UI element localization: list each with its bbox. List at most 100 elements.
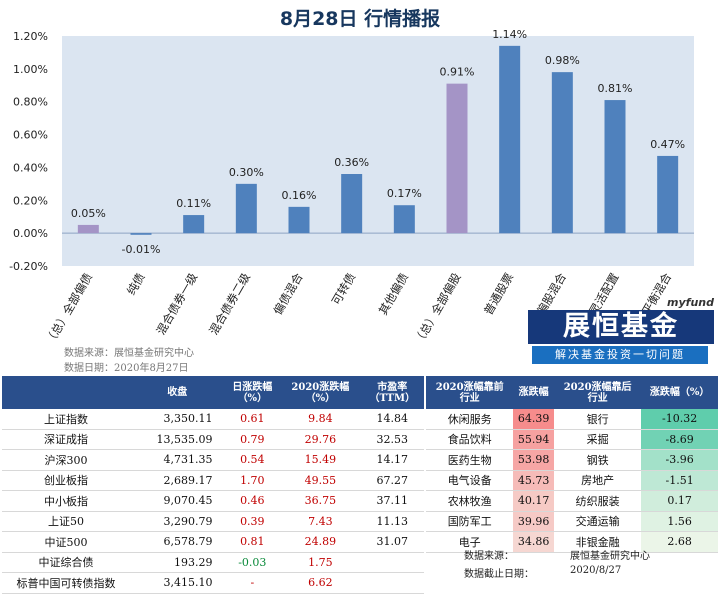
index-header-2: 日涨跌幅 （%）: [224, 376, 281, 409]
industry-cell-bottom_val: 2.68: [641, 531, 718, 553]
bar: [446, 83, 468, 234]
index-table: 收盘 日涨跌幅 （%） 2020涨跌幅 （%） 市盈率 （TTM） 上证指数 3,350…: [2, 376, 424, 594]
index-row: 中证500 6,578.79 0.81 24.89 31.07: [2, 531, 424, 553]
industry-cell-top_val: 53.98: [513, 449, 554, 471]
bar: [183, 215, 205, 234]
y-tick-label: 1.00%: [13, 63, 48, 76]
industry-cell-bottom: 纺织服装: [553, 490, 642, 512]
index-cell-day: 0.79: [224, 429, 281, 450]
industry-cell-top_val: 34.86: [513, 531, 554, 553]
data-label: 0.91%: [440, 66, 475, 79]
data-label: 0.11%: [176, 197, 211, 210]
logo-slogan: 解决基金投资一切问题: [532, 346, 708, 364]
data-label: -0.01%: [122, 243, 161, 256]
chart-source-note: 数据来源：展恒基金研究中心: [64, 348, 194, 359]
index-cell-day: 1.70: [224, 470, 281, 491]
index-cell-pe: [360, 552, 424, 573]
data-label: 1.14%: [492, 28, 527, 41]
bar-chart: -0.20% 0.00% 0.20% 0.40% 0.60% 0.80% 1.00% 1.20…: [9, 28, 694, 348]
industry-source-value: 展恒基金研究中心: [570, 551, 650, 562]
industry-cell-top_val: 64.39: [513, 409, 554, 430]
industry-cell-top: 农林牧渔: [426, 490, 514, 512]
index-cell-pe: 11.13: [360, 511, 424, 532]
index-cell-name: 深证成指: [2, 429, 130, 450]
x-tick-label: 普通股票: [481, 271, 516, 318]
logo-myfund-text: myfund: [667, 296, 714, 309]
index-cell-day: 0.81: [224, 531, 281, 553]
industry-row: 电气设备 45.73 房地产 -1.51: [426, 470, 718, 491]
bar: [288, 206, 310, 234]
industry-header-2: 2020涨幅靠后 行业: [553, 376, 642, 409]
index-cell-day: -: [224, 572, 281, 594]
y-tick-label: 0.00%: [13, 227, 48, 240]
industry-date-label: 数据截止日期：: [464, 569, 534, 580]
industry-cell-top: 医药生物: [426, 449, 514, 471]
index-row: 标普中国可转债指数 3,415.10-6.62: [2, 572, 424, 594]
industry-cell-top: 食品饮料: [426, 429, 514, 450]
industry-cell-bottom_val: -8.69: [641, 429, 718, 450]
index-cell-ytd: 9.84: [280, 409, 361, 430]
index-cell-close: 13,535.09: [130, 429, 225, 450]
index-cell-pe: 31.07: [360, 531, 424, 553]
index-cell-pe: 32.53: [360, 429, 424, 450]
industry-cell-top_val: 45.73: [513, 470, 554, 491]
index-cell-close: 4,731.35: [130, 449, 225, 471]
data-label: 0.30%: [229, 166, 264, 179]
industry-header-1: 涨跌幅: [513, 376, 554, 409]
data-label: 0.17%: [387, 187, 422, 200]
index-cell-ytd: 7.43: [280, 511, 361, 532]
index-cell-pe: 67.27: [360, 470, 424, 491]
data-label: 0.05%: [71, 207, 106, 220]
industry-row: 农林牧渔 40.17 纺织服装 0.17: [426, 490, 718, 512]
index-row: 中小板指 9,070.45 0.46 36.75 37.11: [2, 490, 424, 512]
bar: [235, 183, 257, 234]
index-header-4: 市盈率 （TTM）: [360, 376, 424, 409]
index-cell-pe: 14.84: [360, 409, 424, 430]
industry-cell-top: 国防军工: [426, 511, 514, 532]
index-cell-ytd: 29.76: [280, 429, 361, 450]
industry-cell-bottom: 交通运输: [553, 511, 642, 532]
industry-cell-bottom_val: 0.17: [641, 490, 718, 512]
x-tick-label: （总）全部偏债: [43, 271, 95, 348]
index-cell-name: 沪深300: [2, 449, 130, 471]
industry-cell-bottom_val: -1.51: [641, 470, 718, 491]
page-title: 8月28日 行情播报: [279, 8, 441, 30]
industry-header-3: 涨跌幅（%）: [641, 376, 718, 409]
index-cell-pe: 37.11: [360, 490, 424, 512]
index-table-header: 收盘 日涨跌幅 （%） 2020涨跌幅 （%） 市盈率 （TTM）: [2, 376, 424, 409]
index-row: 中证综合债 193.29 -0.03 1.75: [2, 552, 424, 573]
industry-table-header: 2020涨幅靠前 行业 涨跌幅 2020涨幅靠后 行业 涨跌幅（%）: [426, 376, 718, 409]
index-row: 上证50 3,290.79 0.39 7.43 11.13: [2, 511, 424, 532]
index-cell-close: 3,415.10: [130, 572, 225, 594]
index-cell-close: 3,350.11: [130, 409, 225, 430]
index-cell-pe: [360, 572, 424, 594]
bar: [393, 205, 415, 234]
industry-source-label: 数据来源：: [464, 551, 514, 562]
logo-name: 展恒基金: [528, 310, 714, 344]
index-cell-close: 6,578.79: [130, 531, 225, 553]
industry-cell-bottom: 钢铁: [553, 449, 642, 471]
index-cell-close: 2,689.17: [130, 470, 225, 491]
industry-row: 食品饮料 55.94 采掘 -8.69: [426, 429, 718, 450]
x-tick-label: 混合债券二级: [206, 270, 253, 337]
index-cell-day: -0.03: [224, 552, 281, 573]
index-cell-name: 上证指数: [2, 409, 130, 430]
x-tick-label: 偏债混合: [270, 270, 305, 317]
x-tick-label: 纯债: [124, 271, 148, 298]
industry-cell-top_val: 39.96: [513, 511, 554, 532]
industry-cell-top: 休闲服务: [426, 409, 514, 430]
industry-cell-bottom: 房地产: [553, 470, 642, 491]
industry-cell-top: 电气设备: [426, 470, 514, 491]
index-header-3: 2020涨跌幅 （%）: [280, 376, 361, 409]
index-cell-close: 9,070.45: [130, 490, 225, 512]
industry-header-0: 2020涨幅靠前 行业: [426, 376, 514, 409]
data-label: 0.47%: [650, 138, 685, 151]
x-tick-label: 其他偏债: [376, 271, 411, 318]
index-cell-name: 中证500: [2, 531, 130, 553]
y-tick-label: 0.80%: [13, 96, 48, 109]
industry-cell-top: 电子: [426, 531, 514, 553]
index-cell-ytd: 36.75: [280, 490, 361, 512]
industry-cell-bottom: 银行: [553, 409, 642, 430]
y-tick-label: 0.60%: [13, 129, 48, 142]
index-row: 沪深300 4,731.35 0.54 15.49 14.17: [2, 449, 424, 471]
